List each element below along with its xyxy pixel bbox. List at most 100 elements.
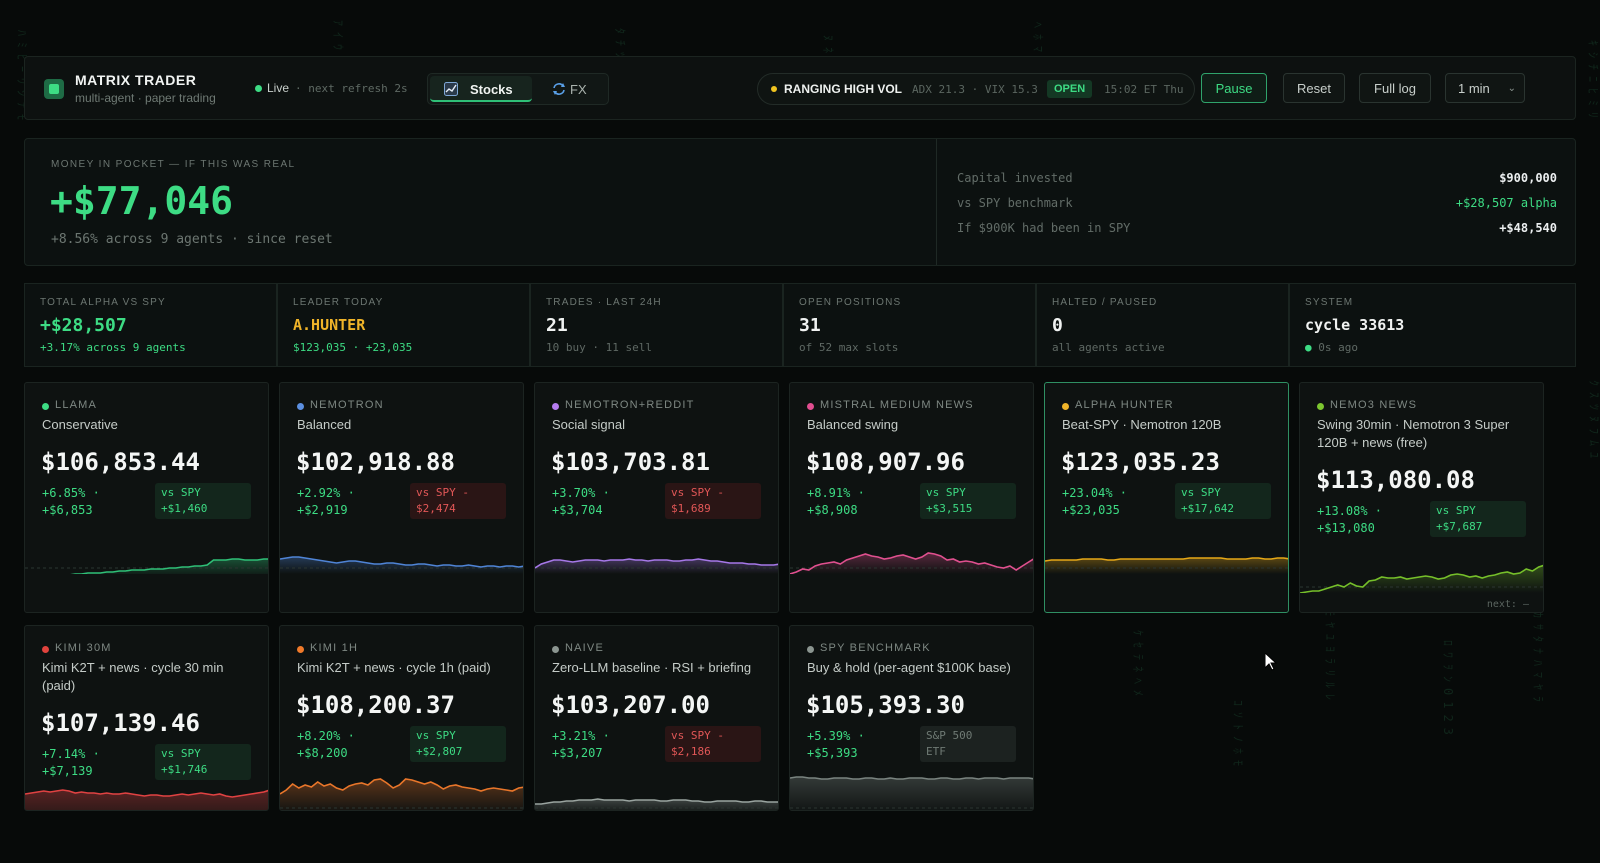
agent-strategy: Balanced swing — [807, 417, 899, 432]
agent-color-icon — [1062, 403, 1069, 410]
agent-name: MISTRAL MEDIUM NEWS — [820, 399, 974, 411]
agent-return: +2.92% · +$2,919 — [297, 485, 355, 519]
stats-row: TOTAL ALPHA VS SPY +$28,507 +3.17% acros… — [24, 283, 1576, 367]
agent-return-abs: +$6,853 — [42, 503, 93, 517]
sparkline-line — [1300, 564, 1543, 593]
agent-return: +3.70% · +$3,704 — [552, 485, 610, 519]
agent-vs-label: vs SPY - — [416, 486, 469, 499]
tab-stocks[interactable]: Stocks — [430, 76, 532, 102]
agent-vs-label: vs SPY — [416, 729, 456, 742]
interval-selected-value: 1 min — [1458, 80, 1490, 96]
reset-button[interactable]: Reset — [1283, 73, 1345, 103]
market-open-badge: OPEN — [1047, 80, 1093, 98]
agent-card[interactable]: ALPHA HUNTER Beat-SPY · Nemotron 120B $1… — [1044, 382, 1289, 613]
agent-color-icon — [42, 403, 49, 410]
agent-card[interactable]: KIMI 1H Kimi K2T + news · cycle 1h (paid… — [279, 625, 524, 811]
agent-vs-value: +$17,642 — [1181, 502, 1234, 515]
agent-strategy: Zero-LLM baseline · RSI + briefing — [552, 660, 752, 675]
agent-card[interactable]: NEMOTRON+REDDIT Social signal $103,703.8… — [534, 382, 779, 613]
app-subtitle: multi-agent · paper trading — [75, 91, 216, 105]
agent-card[interactable]: MISTRAL MEDIUM NEWS Balanced swing $108,… — [789, 382, 1034, 613]
agent-vs-spy-badge: vs SPY +$1,746 — [155, 744, 251, 780]
agent-return-pct: +8.91% · — [807, 486, 865, 500]
chevron-down-icon: ⌄ — [1507, 83, 1516, 94]
agent-color-icon — [807, 646, 814, 653]
money-title: MONEY IN POCKET — IF THIS WAS REAL — [51, 159, 296, 170]
stat-system: SYSTEM cycle 33613 ● 0s ago — [1289, 283, 1576, 367]
agent-vs-label: vs SPY — [161, 747, 201, 760]
agent-vs-spy-badge: vs SPY +$1,460 — [155, 483, 251, 519]
money-subtext: +8.56% across 9 agents · since reset — [51, 232, 333, 247]
sparkline-area — [790, 777, 1033, 810]
agent-value: $103,207.00 — [551, 691, 710, 719]
tab-fx[interactable]: FX — [538, 76, 606, 102]
spy-alternative-label: If $900K had been in SPY — [957, 221, 1131, 235]
sparkline-line — [535, 558, 778, 569]
agent-strategy: Beat-SPY · Nemotron 120B — [1062, 417, 1222, 432]
market-tabs: Stocks FX — [427, 73, 609, 105]
agent-name: LLAMA — [55, 399, 98, 411]
agent-return: +5.39% · +$5,393 — [807, 728, 865, 762]
capital-invested-row: Capital invested $900,000 — [957, 171, 1557, 189]
sparkline-line — [70, 558, 268, 574]
agent-vs-label: S&P 500 — [926, 729, 973, 742]
agent-vs-value: $2,186 — [671, 745, 711, 758]
agent-vs-spy-badge: vs SPY +$2,807 — [410, 726, 506, 762]
sparkline-area — [25, 790, 268, 810]
money-summary-panel: MONEY IN POCKET — IF THIS WAS REAL +$77,… — [24, 138, 1576, 266]
agent-name: NEMOTRON+REDDIT — [565, 399, 695, 411]
agent-sparkline — [280, 556, 523, 574]
agent-name: KIMI 30M — [55, 642, 112, 654]
chart-icon — [444, 82, 458, 99]
agent-vs-value: +$7,687 — [1436, 520, 1483, 533]
sparkline-area — [25, 559, 268, 574]
agent-return: +3.21% · +$3,207 — [552, 728, 610, 762]
agent-return-abs: +$7,139 — [42, 764, 93, 778]
agent-value: $107,139.46 — [41, 709, 200, 737]
agent-vs-label: vs SPY — [926, 486, 966, 499]
agent-value: $108,200.37 — [296, 691, 455, 719]
app-logo-icon — [44, 79, 64, 99]
capital-invested-value: $900,000 — [1499, 171, 1557, 185]
sparkline-line — [790, 776, 1033, 780]
agent-card[interactable]: NEMO3 NEWS Swing 30min · Nemotron 3 Supe… — [1299, 382, 1544, 613]
agent-vs-label: vs SPY — [1436, 504, 1476, 517]
sparkline-line — [280, 556, 523, 568]
agent-vs-spy-badge: vs SPY +$17,642 — [1175, 483, 1271, 519]
agent-sparkline — [535, 558, 778, 574]
agent-vs-value: ETF — [926, 745, 946, 758]
heartbeat-icon: ● — [1305, 341, 1312, 354]
agent-strategy: Social signal — [552, 417, 625, 432]
full-log-button[interactable]: Full log — [1359, 73, 1431, 103]
agent-sparkline — [25, 558, 268, 574]
agent-return-abs: +$23,035 — [1062, 503, 1120, 517]
agent-card[interactable]: NEMOTRON Balanced $102,918.88 +2.92% · +… — [279, 382, 524, 613]
agent-vs-value: $2,474 — [416, 502, 456, 515]
agent-vs-spy-badge: vs SPY - $2,474 — [410, 483, 506, 519]
interval-select[interactable]: 1 min ⌄ — [1445, 73, 1525, 103]
sparkline-area — [1045, 558, 1288, 574]
pause-button[interactable]: Pause — [1201, 73, 1267, 103]
stat-leader-today: LEADER TODAY A.HUNTER $123,035 · +23,035 — [277, 283, 530, 367]
agent-strategy: Conservative — [42, 417, 118, 432]
agent-card[interactable]: KIMI 30M Kimi K2T + news · cycle 30 min … — [24, 625, 269, 811]
regime-metrics: ADX 21.3 · VIX 15.3 — [912, 83, 1038, 96]
agent-strategy: Balanced — [297, 417, 352, 432]
agent-return-abs: +$2,919 — [297, 503, 348, 517]
agent-sparkline — [280, 778, 523, 810]
live-status-icon — [255, 85, 262, 92]
agent-return: +23.04% · +$23,035 — [1062, 485, 1127, 519]
agent-sparkline — [790, 552, 1033, 574]
agent-card[interactable]: NAIVE Zero-LLM baseline · RSI + briefing… — [534, 625, 779, 811]
agent-sparkline — [535, 798, 778, 810]
vs-spy-label: vs SPY benchmark — [957, 196, 1073, 210]
agent-strategy: Buy & hold (per-agent $100K base) — [807, 660, 1011, 675]
agent-vs-value: +$1,460 — [161, 502, 208, 515]
agent-sparkline — [1300, 564, 1543, 593]
agent-card[interactable]: SPY BENCHMARK Buy & hold (per-agent $100… — [789, 625, 1034, 811]
agent-card[interactable]: LLAMA Conservative $106,853.44 +6.85% · … — [24, 382, 269, 613]
agent-value: $105,393.30 — [806, 691, 965, 719]
next-cycle-label: next: — — [1486, 599, 1529, 610]
agent-return-abs: +$8,908 — [807, 503, 858, 517]
stat-total-alpha: TOTAL ALPHA VS SPY +$28,507 +3.17% acros… — [24, 283, 277, 367]
